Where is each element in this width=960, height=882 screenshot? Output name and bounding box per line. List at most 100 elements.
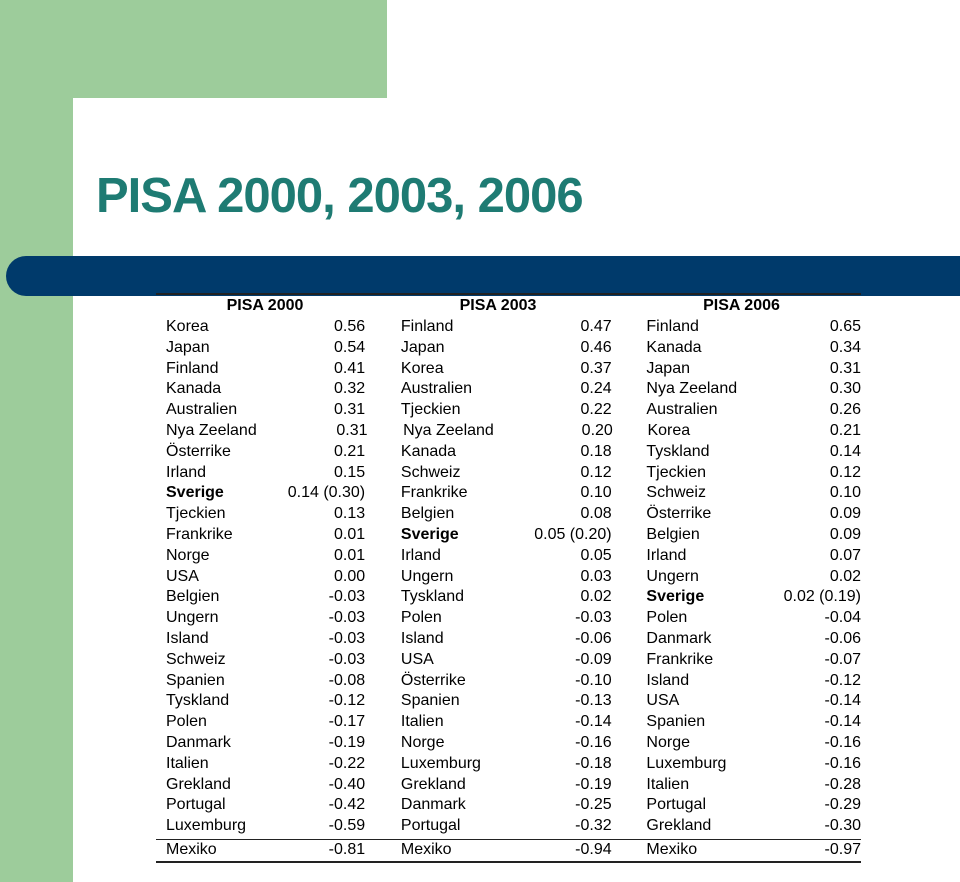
score-value: -0.09 xyxy=(575,650,612,668)
score-value: -0.14 xyxy=(824,692,861,710)
score-value: 0.13 xyxy=(333,505,366,523)
country-name: Ungern xyxy=(400,567,454,585)
country-name: Ungern xyxy=(166,609,219,627)
country-name: Tjeckien xyxy=(646,463,706,481)
score-value: -0.12 xyxy=(824,671,861,689)
score-value: -0.14 xyxy=(824,713,861,731)
table-row: Polen -0.17 Italien -0.14 Spanien -0.14 xyxy=(156,712,861,733)
country-name: Frankrike xyxy=(166,525,233,543)
table-row: Frankrike 0.01 Sverige 0.05 (0.20) Belgien 0.… xyxy=(156,525,861,546)
country-name: Italien xyxy=(646,775,690,793)
table-row: Mexiko -0.81 Mexiko -0.94 Mexiko -0.97 xyxy=(156,838,861,861)
country-name: Schweiz xyxy=(166,650,226,668)
table-row: Grekland -0.40 Grekland -0.19 Italien -0.28 xyxy=(156,775,861,796)
score-value: 0.46 xyxy=(580,338,612,356)
table-row: Schweiz -0.03 USA -0.09 Frankrike -0.07 xyxy=(156,650,861,671)
score-value: 0.12 xyxy=(829,463,861,481)
table-row: Nya Zeeland 0.31 Nya Zeeland 0.20 Korea 0.21 xyxy=(156,421,861,442)
score-value: 0.02 (0.19) xyxy=(783,588,861,606)
country-name: Portugal xyxy=(166,796,226,814)
score-value: 0.30 xyxy=(829,380,861,398)
country-name: Spanien xyxy=(646,713,706,731)
country-name: Österrike xyxy=(166,442,231,460)
country-name: Frankrike xyxy=(646,650,714,668)
country-name: Norge xyxy=(400,733,445,751)
score-value: 0.03 xyxy=(580,567,612,585)
score-value: 0.18 xyxy=(580,442,612,460)
table-row: Belgien -0.03 Tyskland 0.02 Sverige 0.02 (0.1… xyxy=(156,587,861,608)
score-value: -0.13 xyxy=(575,692,612,710)
score-value: -0.22 xyxy=(328,754,366,772)
score-value: -0.97 xyxy=(824,840,861,858)
country-name: Sverige xyxy=(646,588,705,606)
table-row: Spanien -0.08 Österrike -0.10 Island -0.12 xyxy=(156,671,861,692)
score-value: -0.03 xyxy=(328,650,366,668)
country-name: Korea xyxy=(647,421,691,439)
country-name: Danmark xyxy=(400,796,466,814)
score-value: -0.29 xyxy=(824,796,861,814)
table-row: Tjeckien 0.13 Belgien 0.08 Österrike 0.09 xyxy=(156,504,861,525)
table-row: Korea 0.56 Finland 0.47 Finland 0.65 xyxy=(156,317,861,338)
country-name: Irland xyxy=(400,546,441,564)
country-name: USA xyxy=(166,567,199,585)
score-value: 0.56 xyxy=(333,318,366,335)
country-name: Luxemburg xyxy=(400,754,481,772)
table-row: Danmark -0.19 Norge -0.16 Norge -0.16 xyxy=(156,733,861,754)
score-value: -0.94 xyxy=(575,840,612,858)
country-name: Island xyxy=(646,671,690,689)
score-value: 0.22 xyxy=(580,401,612,419)
country-name: Schweiz xyxy=(400,463,461,481)
country-name: Belgien xyxy=(646,525,700,543)
table-row: Australien 0.31 Tjeckien 0.22 Australien 0.26 xyxy=(156,400,861,421)
country-name: Polen xyxy=(646,609,688,627)
table-row: USA 0.00 Ungern 0.03 Ungern 0.02 xyxy=(156,567,861,588)
country-name: Island xyxy=(400,629,444,647)
score-value: 0.02 xyxy=(829,567,861,585)
slide-content-area xyxy=(73,98,960,882)
country-name: Luxemburg xyxy=(646,754,727,772)
country-name: Frankrike xyxy=(400,484,468,502)
score-value: -0.59 xyxy=(328,817,366,835)
table-row: Sverige 0.14 (0.30) Frankrike 0.10 Schweiz 0.… xyxy=(156,483,861,504)
score-value: 0.47 xyxy=(580,318,612,335)
score-value: 0.05 xyxy=(580,546,612,564)
country-name: Nya Zeeland xyxy=(403,421,494,439)
country-name: Belgien xyxy=(400,505,455,523)
score-value: -0.03 xyxy=(328,588,366,606)
country-name: Polen xyxy=(400,609,442,627)
country-name: Polen xyxy=(166,713,207,731)
country-name: Österrike xyxy=(400,671,466,689)
table-row: Norge 0.01 Irland 0.05 Irland 0.07 xyxy=(156,546,861,567)
country-name: Tyskland xyxy=(166,692,230,710)
score-value: 0.21 xyxy=(333,442,366,460)
score-value: 0.10 xyxy=(580,484,612,502)
score-value: 0.12 xyxy=(580,463,612,481)
country-name: Irland xyxy=(646,546,687,564)
country-name: Mexiko xyxy=(646,840,698,858)
pisa-table: PISA 2000 PISA 2003 PISA 2006 Korea 0.56 F… xyxy=(156,293,861,863)
score-value: 0.07 xyxy=(829,546,861,564)
country-name: Australien xyxy=(166,401,238,419)
score-value: -0.16 xyxy=(824,733,861,751)
table-row: Island -0.03 Island -0.06 Danmark -0.06 xyxy=(156,629,861,650)
country-name: Spanien xyxy=(400,692,460,710)
table-row: Luxemburg -0.59 Portugal -0.32 Grekland -0.30 xyxy=(156,816,861,837)
country-name: Sverige xyxy=(166,484,224,502)
table-row: Finland 0.41 Korea 0.37 Japan 0.31 xyxy=(156,359,861,380)
country-name: Tyskland xyxy=(400,588,465,606)
country-name: Kanada xyxy=(646,338,702,356)
country-name: Grekland xyxy=(166,775,231,793)
country-name: Tyskland xyxy=(646,442,710,460)
score-value: -0.10 xyxy=(575,671,612,689)
table-row: Portugal -0.42 Danmark -0.25 Portugal -0.29 xyxy=(156,795,861,816)
country-name: Mexiko xyxy=(400,840,452,858)
header-pisa-2000: PISA 2000 xyxy=(226,297,304,314)
country-name: Portugal xyxy=(400,817,461,835)
country-name: Japan xyxy=(646,359,690,377)
country-name: Irland xyxy=(166,463,207,481)
country-name: Tjeckien xyxy=(400,401,461,419)
score-value: -0.40 xyxy=(328,775,366,793)
country-name: Norge xyxy=(646,733,690,751)
country-name: Australien xyxy=(646,401,718,419)
country-name: Finland xyxy=(166,359,219,377)
